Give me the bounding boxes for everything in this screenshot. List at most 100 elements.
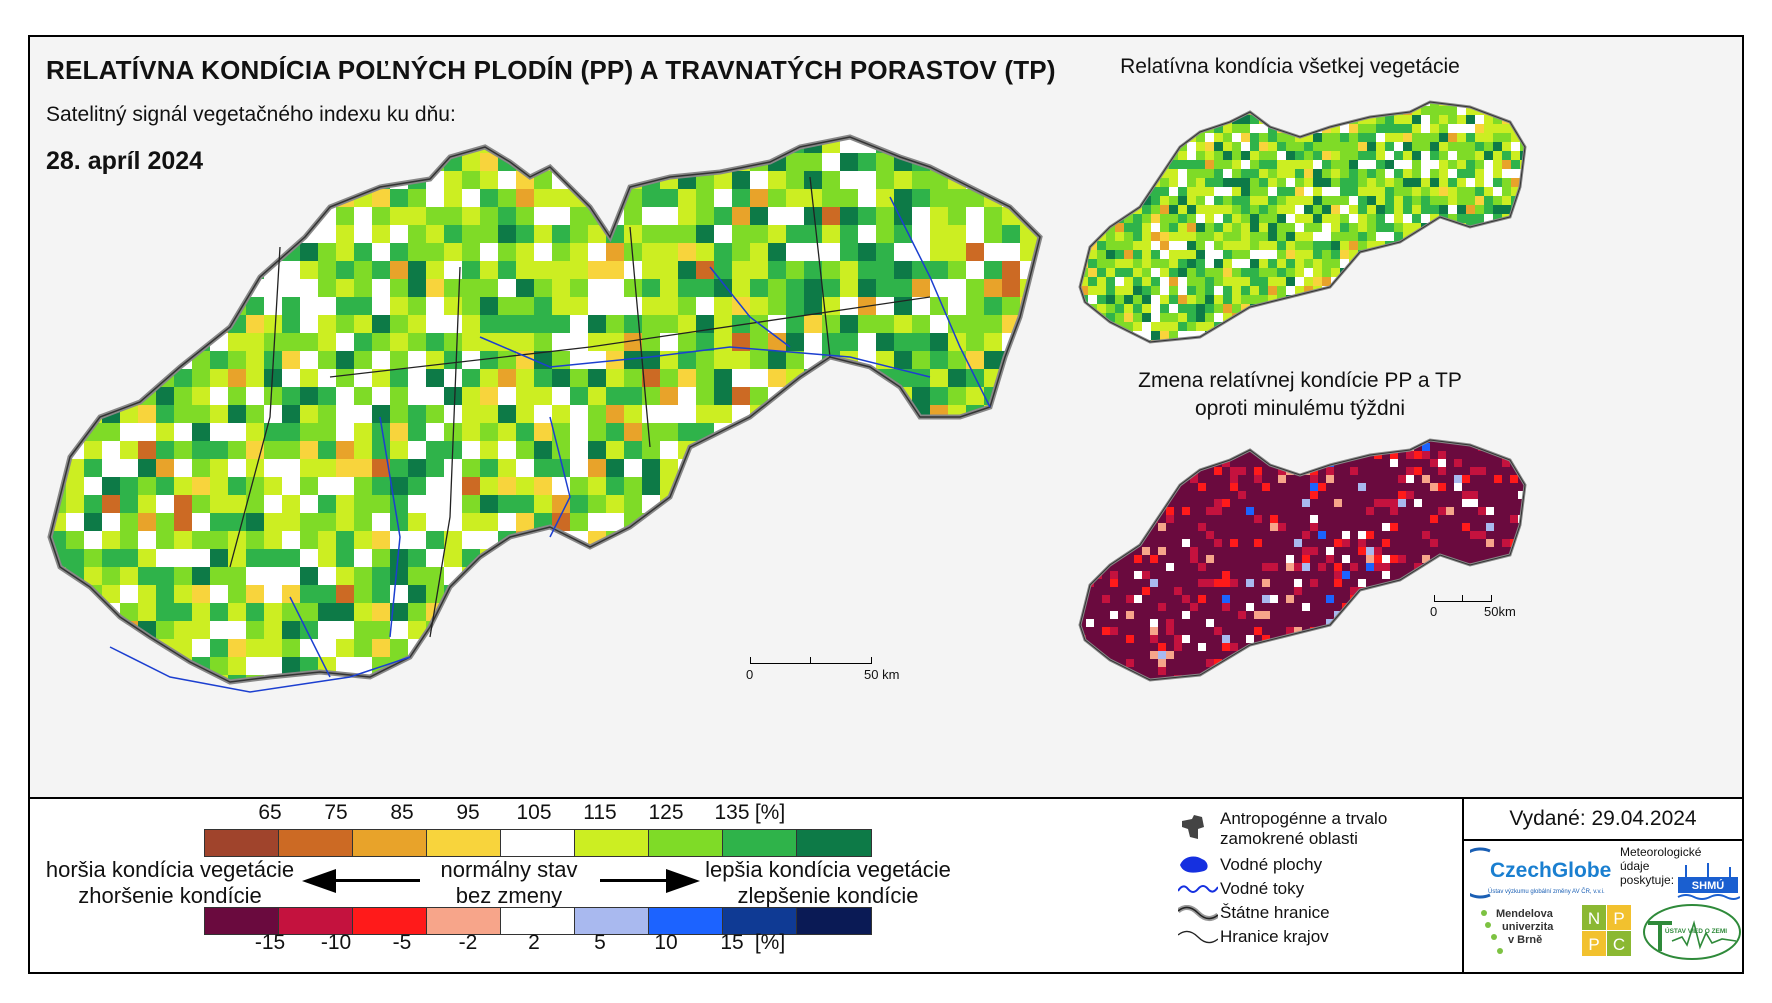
main-map-cells <box>50 137 1040 682</box>
condition-swatch <box>649 830 723 856</box>
rivers-main <box>109 196 991 693</box>
inset-bottom-title-line2: oproti minulému týždni <box>1194 397 1406 420</box>
scale-zero: 0 <box>746 667 754 682</box>
key-state-border: Štátne hranice <box>1178 903 1330 923</box>
legend-worse-line1: horšia kondícia vegetácie <box>45 857 295 882</box>
condition-tick: 105 <box>516 801 552 824</box>
key-anthropogenic-line1: Antropogénne a trvalo <box>1220 809 1388 828</box>
right-arrow <box>600 879 694 882</box>
condition-tick: 135 <box>714 801 750 824</box>
condition-swatch <box>797 830 871 856</box>
legend-normal-line1: normálny stav <box>440 857 578 882</box>
condition-tick: 75 <box>324 801 348 824</box>
mendel-line3: v Brně <box>1508 934 1542 946</box>
change-swatch <box>353 908 427 934</box>
anthropogenic-icon <box>1182 815 1204 839</box>
change-tick: -15 <box>254 931 286 954</box>
key-region-border-label: Hranice krajov <box>1220 927 1329 946</box>
condition-tick-unit: [%] <box>754 801 786 824</box>
main-condition-map <box>30 117 1080 693</box>
change-tick: -10 <box>320 931 352 954</box>
issued-divider <box>1464 839 1742 841</box>
inset-change-map <box>1078 438 1527 682</box>
legend-panel: 65 75 85 95 105 115 125 135 [%] horšia k… <box>30 799 1742 972</box>
condition-color-bar <box>204 829 872 857</box>
czechglobe-logo: CzechGlobe Ústav výzkumu globální změny … <box>1470 847 1611 899</box>
right-arrowhead-icon <box>666 869 700 893</box>
nppc-letter: N <box>1588 909 1600 928</box>
left-arrowhead-icon <box>302 869 336 893</box>
nppc-letter: P <box>1588 935 1599 954</box>
figure-frame: RELATÍVNA KONDÍCIA POĽNÝCH PLODÍN (PP) A… <box>28 35 1744 974</box>
river-icon <box>1178 885 1218 893</box>
key-anthropogenic: Antropogénne a trvalo zamokrené oblasti <box>1182 809 1388 849</box>
legend-worse: horšia kondícia vegetácie zhoršenie kond… <box>40 857 300 909</box>
key-anthropogenic-line2: zamokrené oblasti <box>1220 829 1358 848</box>
change-swatch <box>649 908 723 934</box>
change-tick: 10 <box>654 931 678 954</box>
legend-divider <box>1462 799 1464 972</box>
change-tick: -2 <box>458 931 478 954</box>
condition-tick: 85 <box>390 801 414 824</box>
change-ticks: -15 -10 -5 -2 2 5 10 15 [%] <box>30 931 930 957</box>
mendel-line2: univerzita <box>1502 921 1554 933</box>
change-swatch <box>723 908 797 934</box>
map-panel: RELATÍVNA KONDÍCIA POĽNÝCH PLODÍN (PP) A… <box>30 37 1742 797</box>
inset-bottom-title-line1: Zmena relatívnej kondície PP a TP <box>1138 369 1462 392</box>
shmu-logo: SHMÚ <box>1677 863 1740 900</box>
uvz-wordmark: ÚSTAV VIED O ZEMI <box>1665 926 1727 935</box>
map-subtitle: Satelitný signál vegetačného indexu ku d… <box>46 103 456 126</box>
panel-divider <box>30 797 1742 799</box>
nppc-letter: C <box>1613 935 1625 954</box>
shmu-line2: údaje <box>1620 859 1650 873</box>
inset-scale-zero: 0 <box>1430 604 1438 619</box>
mendel-line1: Mendelova <box>1496 908 1554 920</box>
change-tick: 5 <box>594 931 606 954</box>
condition-swatch <box>723 830 797 856</box>
condition-tick: 125 <box>648 801 684 824</box>
inset-scale-label: 50km <box>1484 604 1516 619</box>
water-body-icon <box>1180 856 1208 873</box>
nppc-logo: N P P C <box>1582 905 1631 956</box>
left-arrow <box>330 879 420 882</box>
change-color-bar <box>204 907 872 935</box>
legend-normal: normálny stav bez zmeny <box>414 857 604 909</box>
map-date: 28. apríl 2024 <box>46 147 204 175</box>
condition-tick: 115 <box>583 801 617 824</box>
key-region-border: Hranice krajov <box>1178 927 1329 947</box>
czechglobe-wordmark: CzechGlobe <box>1490 859 1611 882</box>
key-water-bodies: Vodné plochy <box>1180 855 1323 875</box>
condition-swatch <box>279 830 353 856</box>
legend-better-line1: lepšia kondícia vegetácie <box>705 857 951 882</box>
shmu-line1: Meteorologické <box>1620 845 1702 859</box>
region-borders <box>229 176 931 638</box>
change-tick-unit: [%] <box>754 931 786 954</box>
issued-date: Vydané: 29.04.2024 <box>1509 807 1697 830</box>
legend-better: lepšia kondícia vegetácie zlepšenie kond… <box>698 857 958 909</box>
change-swatch <box>797 908 871 934</box>
mendel-logo: Mendelova univerzita v Brně <box>1481 908 1554 954</box>
condition-swatch <box>575 830 649 856</box>
condition-ticks: 65 75 85 95 105 115 125 135 [%] <box>30 801 930 827</box>
change-swatch <box>205 908 279 934</box>
condition-swatch <box>353 830 427 856</box>
map-key: Antropogénne a trvalo zamokrené oblasti … <box>1178 799 1460 972</box>
main-scale-bar: 0 50 km <box>746 657 910 687</box>
condition-tick: 95 <box>456 801 480 824</box>
change-tick: 15 <box>720 931 744 954</box>
shmu-line3: poskytuje: <box>1620 873 1675 887</box>
legend-better-line2: zlepšenie kondície <box>737 883 919 908</box>
legend-worse-line2: zhoršenie kondície <box>78 883 262 908</box>
condition-tick: 65 <box>258 801 282 824</box>
key-water-bodies-label: Vodné plochy <box>1220 855 1323 874</box>
key-rivers-label: Vodné toky <box>1220 879 1305 898</box>
change-swatch <box>279 908 353 934</box>
nppc-letter: P <box>1613 909 1624 928</box>
inset-vegetation-map <box>1078 100 1527 344</box>
shmu-wordmark: SHMÚ <box>1692 879 1724 892</box>
map-title: RELATÍVNA KONDÍCIA POĽNÝCH PLODÍN (PP) A… <box>46 55 1056 85</box>
change-swatch <box>501 908 575 934</box>
uvz-logo: ÚSTAV VIED O ZEMI <box>1643 904 1741 960</box>
change-swatch <box>427 908 501 934</box>
condition-swatch <box>501 830 575 856</box>
